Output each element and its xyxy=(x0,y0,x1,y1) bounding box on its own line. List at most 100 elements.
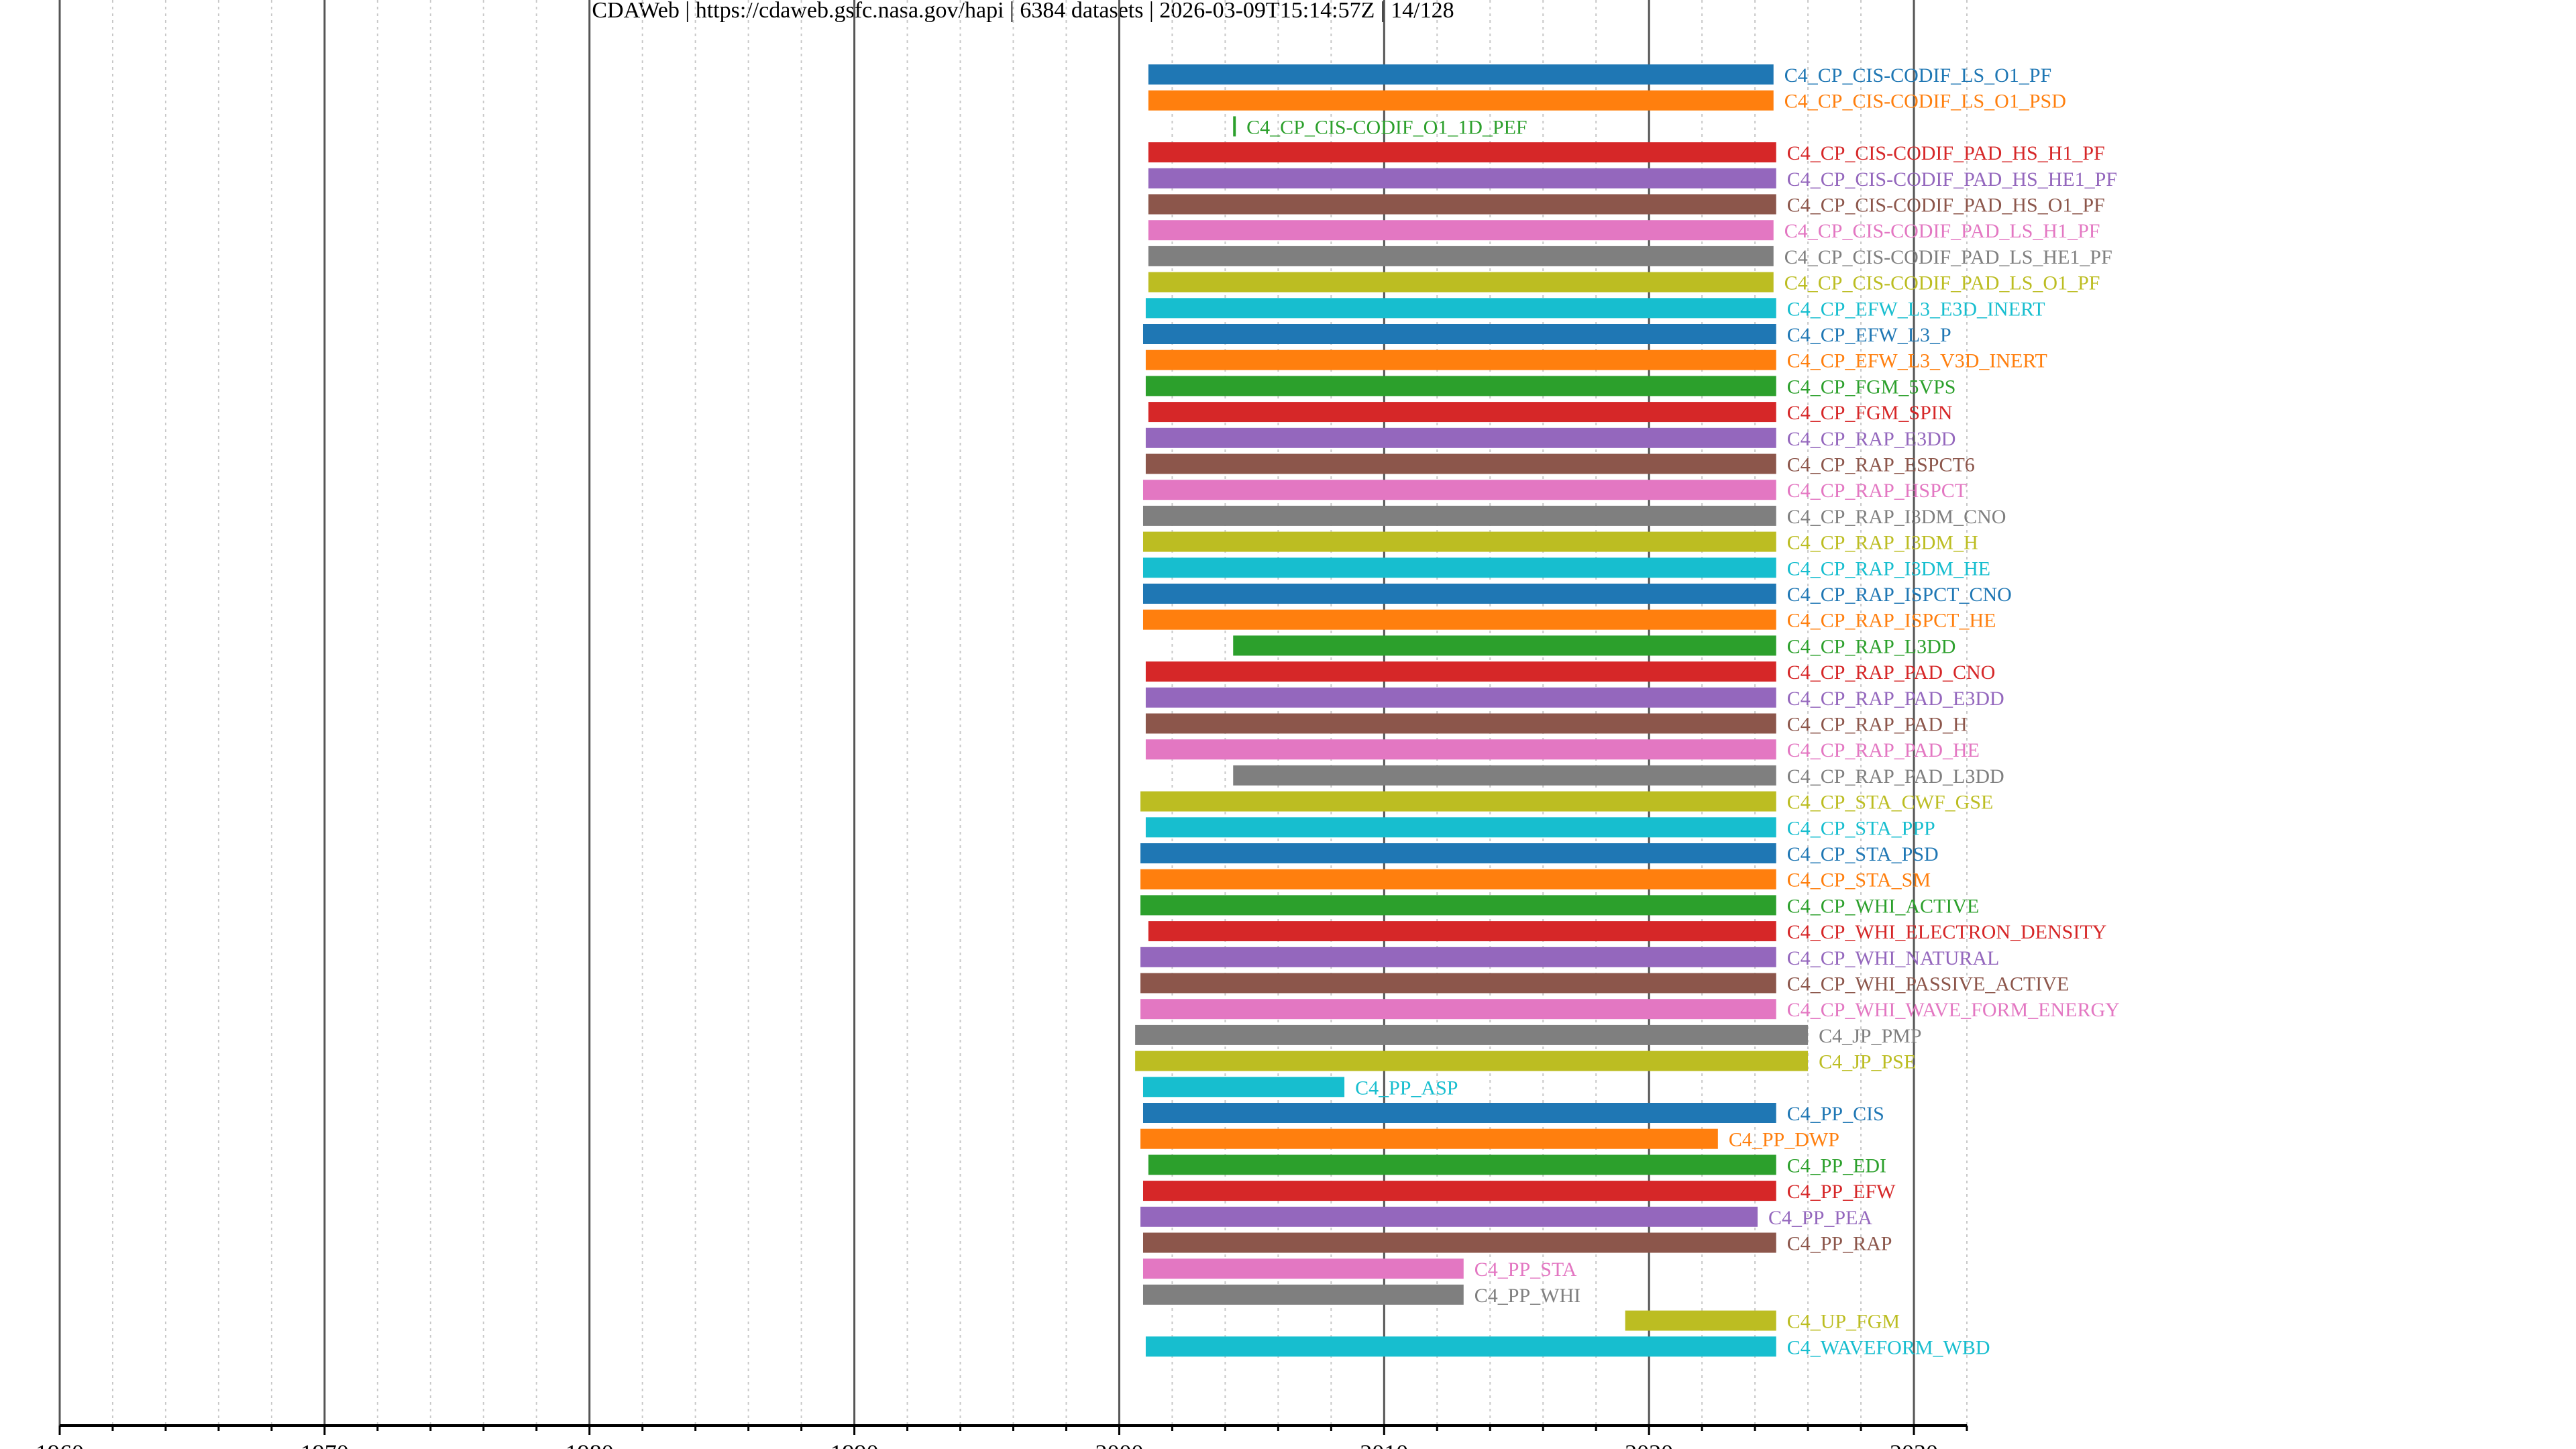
bar-label-C4_CP_RAP_I3DM_HE: C4_CP_RAP_I3DM_HE xyxy=(1787,557,1990,580)
bar-C4_CP_RAP_E3DD xyxy=(1145,427,1776,448)
bar-label-C4_CP_WHI_ACTIVE: C4_CP_WHI_ACTIVE xyxy=(1787,895,1980,917)
bar-C4_CP_CIS-CODIF_O1_1D_PEF xyxy=(1233,116,1236,137)
x-tick-label: 1960 xyxy=(36,1440,84,1449)
bar-C4_CP_EFW_L3_V3D_INERT xyxy=(1145,350,1776,370)
bar-C4_CP_RAP_PAD_L3DD xyxy=(1233,765,1776,786)
bar-label-C4_PP_RAP: C4_PP_RAP xyxy=(1787,1233,1892,1255)
bar-C4_CP_STA_PPP xyxy=(1145,817,1776,838)
bar-label-C4_CP_CIS-CODIF_PAD_HS_HE1_PF: C4_CP_CIS-CODIF_PAD_HS_HE1_PF xyxy=(1787,168,2117,191)
bar-label-C4_CP_RAP_I3DM_H: C4_CP_RAP_I3DM_H xyxy=(1787,532,1978,554)
bar-label-C4_CP_STA_PSD: C4_CP_STA_PSD xyxy=(1787,843,1939,865)
bar-label-C4_CP_WHI_WAVE_FORM_ENERGY: C4_CP_WHI_WAVE_FORM_ENERGY xyxy=(1787,999,2120,1021)
bar-label-C4_CP_FGM_5VPS: C4_CP_FGM_5VPS xyxy=(1787,376,1956,398)
bar-C4_PP_CIS xyxy=(1142,1103,1776,1123)
bar-label-C4_CP_EFW_L3_V3D_INERT: C4_CP_EFW_L3_V3D_INERT xyxy=(1787,350,2047,372)
bar-C4_PP_STA xyxy=(1142,1258,1464,1279)
bar-C4_CP_CIS-CODIF_PAD_LS_HE1_PF xyxy=(1148,246,1774,266)
bar-label-C4_CP_CIS-CODIF_PAD_LS_H1_PF: C4_CP_CIS-CODIF_PAD_LS_H1_PF xyxy=(1784,220,2100,242)
bar-C4_CP_RAP_PAD_CNO xyxy=(1145,661,1776,682)
bar-C4_PP_RAP xyxy=(1142,1232,1776,1253)
bar-label-C4_CP_STA_SM: C4_CP_STA_SM xyxy=(1787,869,1931,892)
bar-C4_CP_RAP_L3DD xyxy=(1233,635,1776,656)
x-tick-label: 1980 xyxy=(566,1440,614,1449)
bar-label-C4_JP_PSE: C4_JP_PSE xyxy=(1819,1051,1916,1073)
bar-label-C4_CP_RAP_E3DD: C4_CP_RAP_E3DD xyxy=(1787,428,1956,450)
bar-C4_CP_STA_PSD xyxy=(1140,843,1776,863)
bar-label-C4_CP_RAP_PAD_E3DD: C4_CP_RAP_PAD_E3DD xyxy=(1787,688,2004,710)
bar-C4_CP_RAP_PAD_H xyxy=(1145,713,1776,734)
bar-label-C4_CP_WHI_NATURAL: C4_CP_WHI_NATURAL xyxy=(1787,947,2000,969)
bar-label-C4_CP_WHI_ELECTRON_DENSITY: C4_CP_WHI_ELECTRON_DENSITY xyxy=(1787,921,2107,943)
bar-C4_CP_STA_CWF_GSE xyxy=(1140,791,1776,812)
bar-label-C4_CP_RAP_ESPCT6: C4_CP_RAP_ESPCT6 xyxy=(1787,454,1975,476)
bar-C4_CP_EFW_L3_P xyxy=(1142,324,1776,344)
bar-label-C4_CP_CIS-CODIF_PAD_LS_HE1_PF: C4_CP_CIS-CODIF_PAD_LS_HE1_PF xyxy=(1784,246,2112,268)
chart-title: CDAWeb | https://cdaweb.gsfc.nasa.gov/ha… xyxy=(592,0,1454,23)
bar-label-C4_CP_STA_CWF_GSE: C4_CP_STA_CWF_GSE xyxy=(1787,792,1994,814)
bar-label-C4_CP_RAP_PAD_L3DD: C4_CP_RAP_PAD_L3DD xyxy=(1787,765,2004,788)
bar-C4_WAVEFORM_WBD xyxy=(1145,1336,1776,1357)
x-tick-label: 1970 xyxy=(301,1440,349,1449)
bar-label-C4_CP_FGM_SPIN: C4_CP_FGM_SPIN xyxy=(1787,402,1953,424)
bar-labels-group: C4_CP_CIS-CODIF_LS_O1_PF C4_CP_CIS-CODIF_… xyxy=(1246,64,2120,1358)
bar-C4_CP_STA_SM xyxy=(1140,869,1776,890)
bar-C4_CP_RAP_ISPCT_CNO xyxy=(1142,584,1776,604)
bar-label-C4_CP_STA_PPP: C4_CP_STA_PPP xyxy=(1787,817,1935,839)
bar-C4_CP_RAP_I3DM_HE xyxy=(1142,557,1776,578)
bar-label-C4_CP_RAP_ISPCT_CNO: C4_CP_RAP_ISPCT_CNO xyxy=(1787,584,2012,606)
x-axis: 1960 1970 1980 1990 2000 2010 2020 2030 xyxy=(36,1424,1968,1449)
bar-label-C4_UP_FGM: C4_UP_FGM xyxy=(1787,1311,1900,1333)
bar-label-C4_CP_WHI_PASSIVE_ACTIVE: C4_CP_WHI_PASSIVE_ACTIVE xyxy=(1787,973,2070,996)
bar-C4_CP_CIS-CODIF_PAD_HS_H1_PF xyxy=(1148,142,1776,163)
bar-C4_CP_RAP_I3DM_H xyxy=(1142,531,1776,552)
bar-C4_JP_PSE xyxy=(1135,1051,1809,1071)
bar-label-C4_CP_CIS-CODIF_PAD_HS_H1_PF: C4_CP_CIS-CODIF_PAD_HS_H1_PF xyxy=(1787,142,2105,164)
bar-C4_CP_CIS-CODIF_PAD_LS_O1_PF xyxy=(1148,272,1774,292)
bar-label-C4_PP_PEA: C4_PP_PEA xyxy=(1768,1207,1872,1229)
bar-C4_PP_EFW xyxy=(1142,1181,1776,1201)
bar-label-C4_PP_ASP: C4_PP_ASP xyxy=(1355,1077,1458,1099)
bar-label-C4_CP_CIS-CODIF_LS_O1_PSD: C4_CP_CIS-CODIF_LS_O1_PSD xyxy=(1784,91,2066,113)
bar-C4_CP_WHI_ELECTRON_DENSITY xyxy=(1148,921,1776,942)
bar-C4_CP_WHI_NATURAL xyxy=(1140,947,1776,967)
bar-label-C4_CP_EFW_L3_E3D_INERT: C4_CP_EFW_L3_E3D_INERT xyxy=(1787,298,2045,320)
bar-label-C4_CP_RAP_PAD_CNO: C4_CP_RAP_PAD_CNO xyxy=(1787,661,1996,684)
bar-label-C4_CP_RAP_PAD_H: C4_CP_RAP_PAD_H xyxy=(1787,714,1968,736)
bar-label-C4_CP_RAP_I3DM_CNO: C4_CP_RAP_I3DM_CNO xyxy=(1787,506,2006,528)
bar-label-C4_CP_CIS-CODIF_PAD_LS_O1_PF: C4_CP_CIS-CODIF_PAD_LS_O1_PF xyxy=(1784,272,2100,294)
bar-label-C4_PP_EFW: C4_PP_EFW xyxy=(1787,1181,1896,1203)
bar-label-C4_PP_EDI: C4_PP_EDI xyxy=(1787,1155,1886,1177)
bar-label-C4_CP_RAP_L3DD: C4_CP_RAP_L3DD xyxy=(1787,635,1956,657)
bar-C4_PP_WHI xyxy=(1142,1284,1464,1305)
bar-label-C4_CP_RAP_PAD_HE: C4_CP_RAP_PAD_HE xyxy=(1787,739,1980,761)
bar-C4_PP_ASP xyxy=(1142,1077,1345,1097)
bar-C4_PP_DWP xyxy=(1140,1128,1718,1149)
bar-C4_CP_WHI_ACTIVE xyxy=(1140,895,1776,916)
x-tick-label: 2030 xyxy=(1890,1440,1938,1449)
bar-C4_CP_CIS-CODIF_PAD_HS_O1_PF xyxy=(1148,194,1776,215)
bar-C4_CP_RAP_I3DM_CNO xyxy=(1142,505,1776,526)
bar-label-C4_CP_RAP_HSPCT: C4_CP_RAP_HSPCT xyxy=(1787,480,1967,502)
bar-C4_CP_RAP_HSPCT xyxy=(1142,480,1776,500)
bar-C4_CP_CIS-CODIF_PAD_LS_H1_PF xyxy=(1148,220,1774,241)
x-tick-label: 2000 xyxy=(1095,1440,1143,1449)
bar-C4_CP_FGM_SPIN xyxy=(1148,402,1776,423)
bar-C4_PP_EDI xyxy=(1148,1155,1776,1175)
bar-label-C4_CP_RAP_ISPCT_HE: C4_CP_RAP_ISPCT_HE xyxy=(1787,610,1996,632)
bar-C4_CP_RAP_ESPCT6 xyxy=(1145,453,1776,474)
bar-label-C4_PP_STA: C4_PP_STA xyxy=(1474,1258,1577,1281)
x-tick-label: 2020 xyxy=(1625,1440,1673,1449)
bar-label-C4_CP_CIS-CODIF_PAD_HS_O1_PF: C4_CP_CIS-CODIF_PAD_HS_O1_PF xyxy=(1787,195,2105,217)
bar-label-C4_JP_PMP: C4_JP_PMP xyxy=(1819,1025,1921,1047)
bar-C4_CP_WHI_WAVE_FORM_ENERGY xyxy=(1140,999,1776,1020)
x-tick-label: 1990 xyxy=(830,1440,879,1449)
bar-label-C4_PP_DWP: C4_PP_DWP xyxy=(1729,1129,1839,1151)
bar-C4_CP_CIS-CODIF_LS_O1_PF xyxy=(1148,64,1774,85)
bar-C4_CP_FGM_5VPS xyxy=(1145,376,1776,396)
bar-label-C4_CP_CIS-CODIF_LS_O1_PF: C4_CP_CIS-CODIF_LS_O1_PF xyxy=(1784,64,2051,87)
bar-C4_CP_CIS-CODIF_PAD_HS_HE1_PF xyxy=(1148,168,1776,189)
bar-C4_CP_WHI_PASSIVE_ACTIVE xyxy=(1140,973,1776,994)
bar-label-C4_WAVEFORM_WBD: C4_WAVEFORM_WBD xyxy=(1787,1336,1990,1358)
